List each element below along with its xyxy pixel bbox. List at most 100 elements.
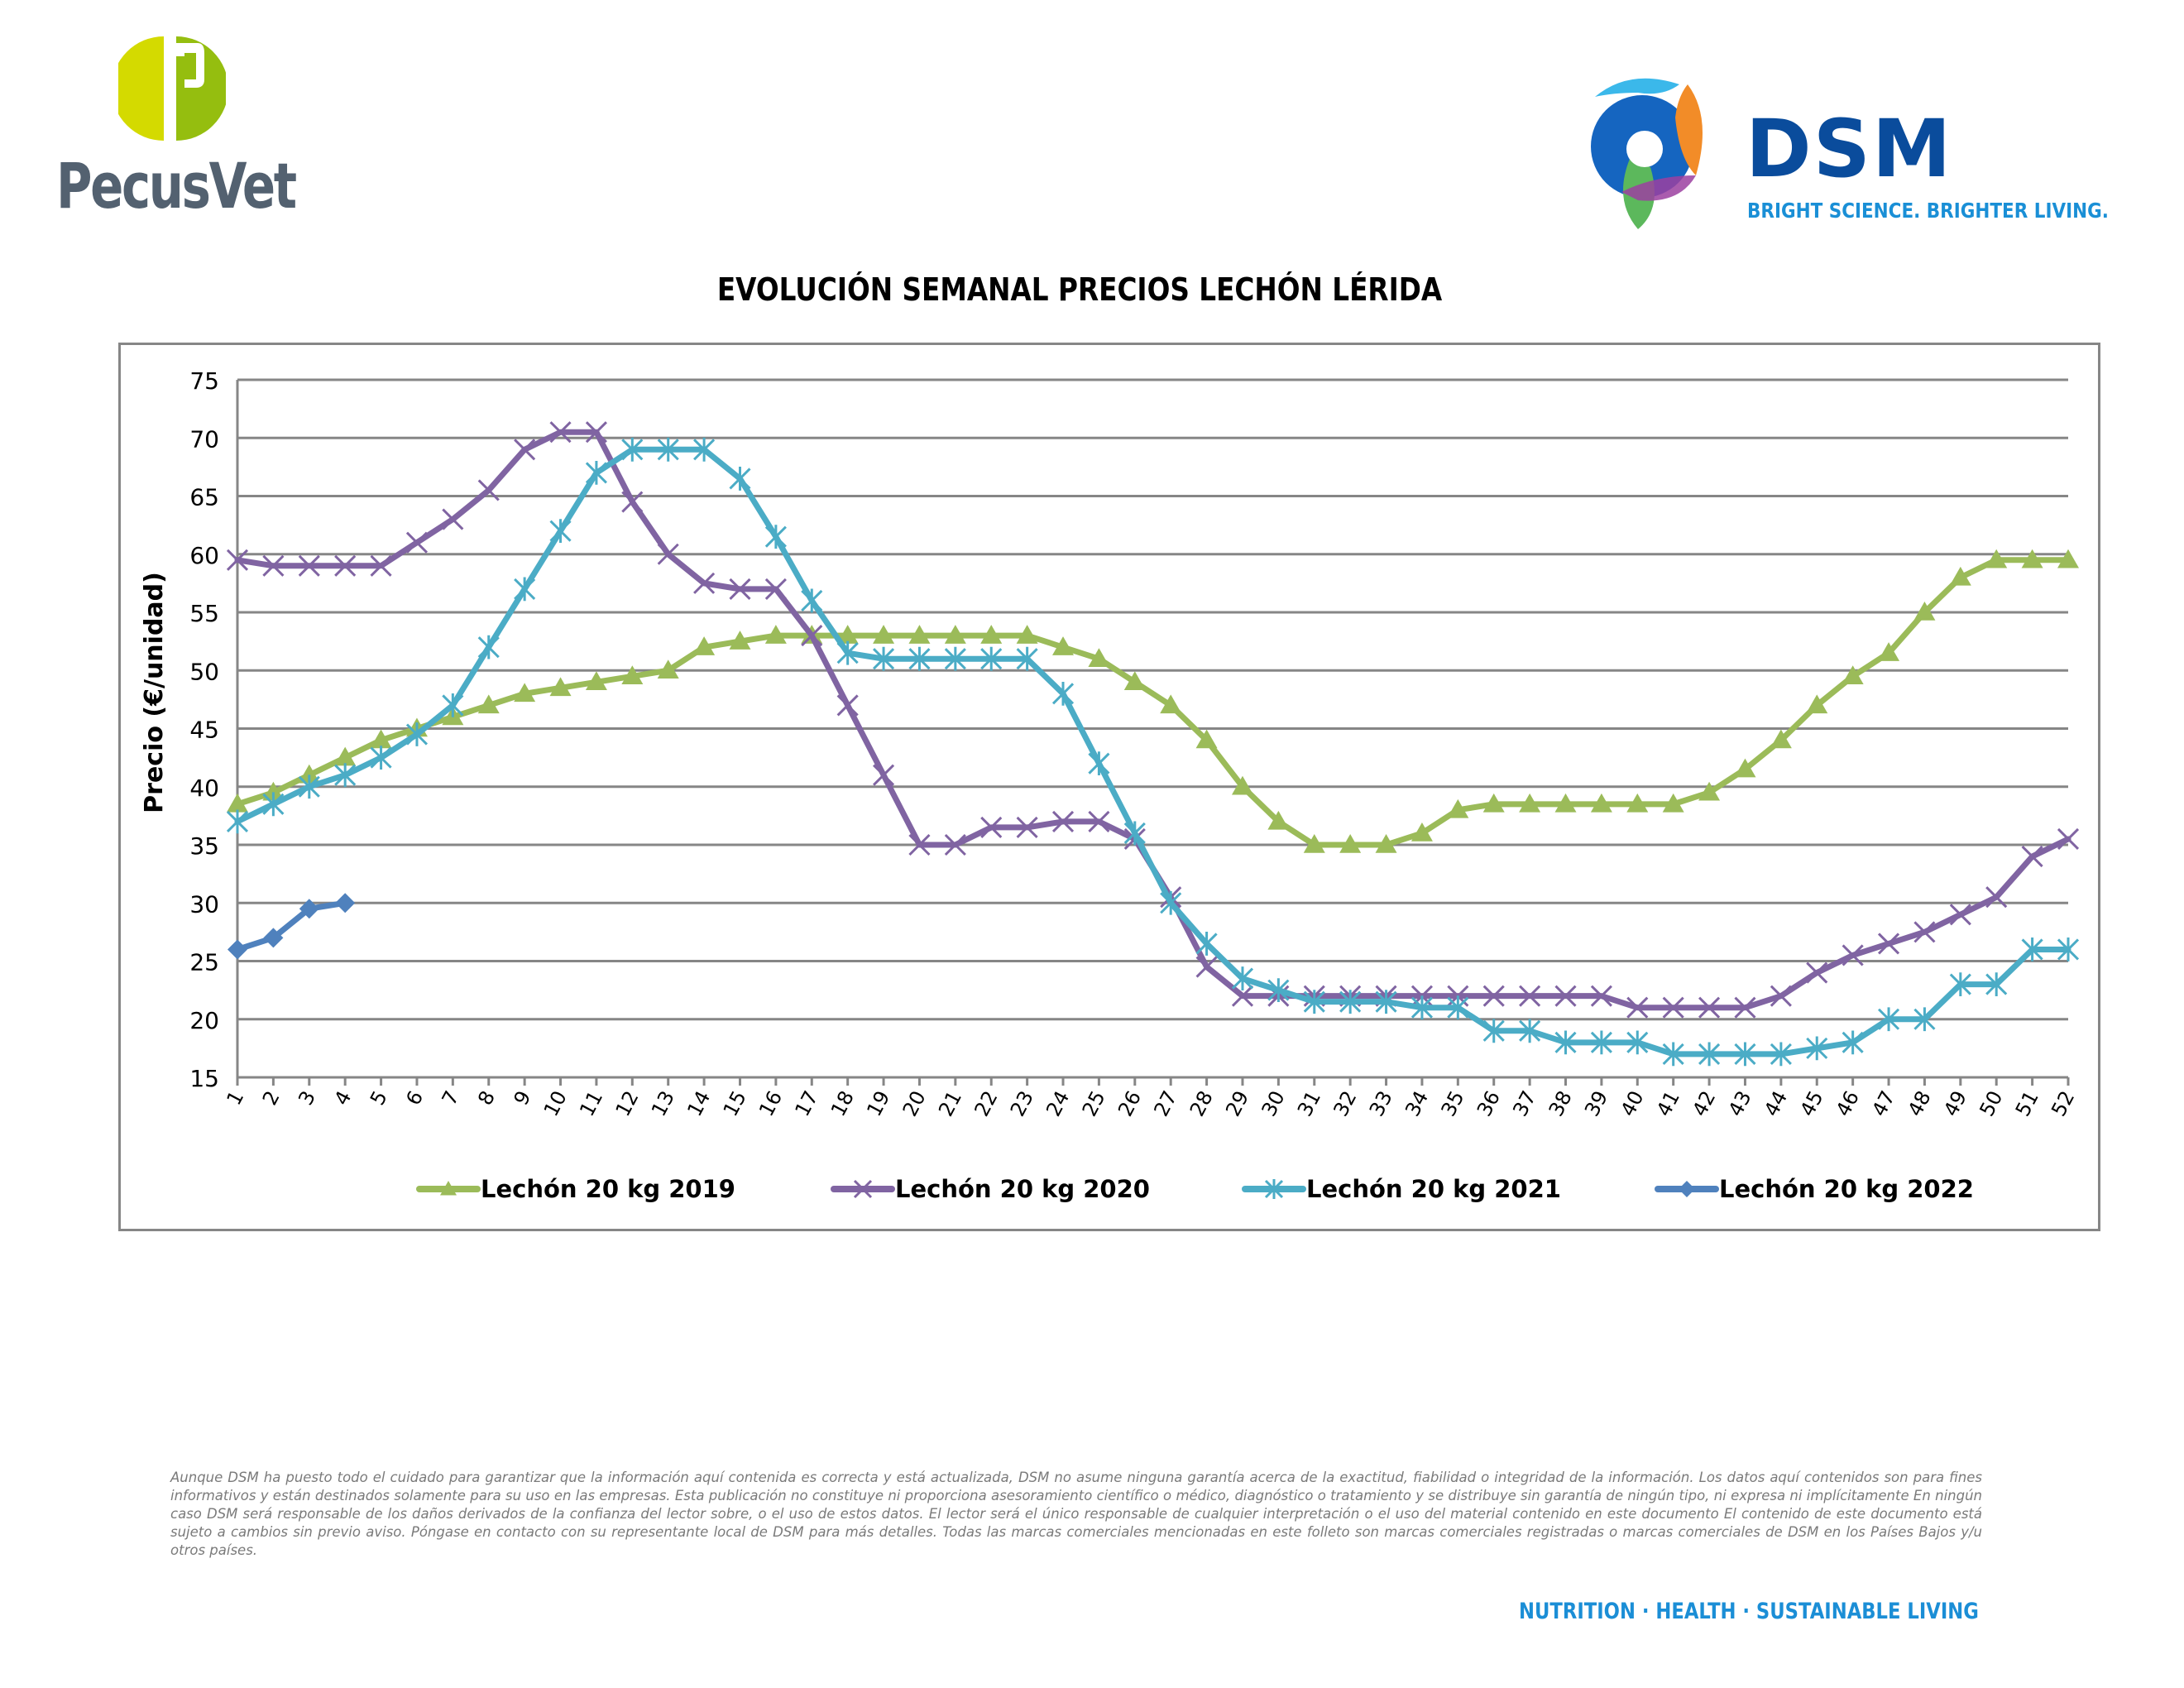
marker-x bbox=[853, 1179, 873, 1199]
marker-triangle bbox=[1123, 671, 1146, 691]
x-tick-label: 19 bbox=[862, 1087, 894, 1120]
marker-star bbox=[1123, 821, 1146, 846]
marker-star bbox=[1482, 1019, 1505, 1043]
marker-star bbox=[1160, 890, 1182, 915]
marker-star bbox=[1734, 1042, 1756, 1067]
pecusvet-wordmark: PecusVet bbox=[56, 149, 297, 223]
legend-label: Lechón 20 kg 2022 bbox=[1719, 1175, 1974, 1203]
marker-triangle bbox=[1375, 834, 1397, 853]
marker-star bbox=[514, 577, 536, 602]
marker-star bbox=[1410, 995, 1434, 1020]
series-line bbox=[234, 446, 2071, 1057]
dsm-wordmark: DSM bbox=[1746, 103, 1953, 195]
marker-triangle bbox=[1878, 642, 1900, 661]
marker-diamond bbox=[1679, 1181, 1695, 1197]
marker-triangle bbox=[1447, 798, 1469, 818]
footer-tagline: NUTRITION · HEALTH · SUSTAINABLE LIVING bbox=[1519, 1599, 1979, 1624]
marker-star bbox=[872, 646, 895, 671]
marker-x bbox=[370, 554, 392, 577]
marker-x bbox=[836, 694, 859, 717]
marker-x bbox=[657, 543, 679, 565]
marker-x bbox=[1231, 985, 1254, 1007]
marker-triangle bbox=[1052, 636, 1075, 655]
marker-star bbox=[1231, 966, 1254, 990]
y-tick-label: 75 bbox=[189, 367, 219, 395]
marker-x bbox=[1734, 996, 1756, 1019]
marker-star bbox=[262, 792, 285, 817]
marker-star bbox=[2021, 938, 2043, 961]
marker-triangle bbox=[370, 729, 392, 749]
marker-star bbox=[1267, 978, 1290, 1003]
marker-star bbox=[334, 763, 357, 788]
x-tick-label: 39 bbox=[1580, 1087, 1612, 1120]
x-tick-label: 46 bbox=[1832, 1087, 1864, 1120]
marker-star bbox=[1088, 751, 1110, 776]
y-tick-label: 65 bbox=[189, 484, 219, 511]
marker-x bbox=[1949, 904, 1971, 926]
marker-x bbox=[405, 531, 429, 554]
marker-triangle bbox=[1734, 758, 1756, 778]
x-tick-label: 49 bbox=[1939, 1087, 1971, 1120]
marker-x bbox=[585, 421, 607, 444]
x-tick-label: 18 bbox=[826, 1087, 859, 1120]
marker-star bbox=[2057, 938, 2080, 961]
y-tick-label: 30 bbox=[189, 890, 219, 918]
dsm-swirl-icon bbox=[1591, 78, 1703, 229]
marker-x bbox=[1662, 996, 1684, 1019]
marker-triangle bbox=[1231, 775, 1253, 795]
y-tick-label: 40 bbox=[189, 774, 219, 802]
marker-triangle bbox=[2057, 549, 2079, 568]
marker-star bbox=[1590, 1030, 1612, 1055]
y-tick-label: 15 bbox=[189, 1065, 219, 1092]
marker-star bbox=[1842, 1030, 1864, 1055]
marker-star bbox=[1016, 646, 1038, 671]
marker-star bbox=[1447, 995, 1469, 1020]
x-tick-label: 9 bbox=[510, 1087, 536, 1110]
marker-triangle bbox=[2021, 549, 2043, 568]
marker-diamond bbox=[335, 893, 356, 914]
pecusvet-logo: PecusVet bbox=[56, 35, 297, 223]
marker-star bbox=[370, 746, 392, 770]
marker-x bbox=[729, 578, 751, 600]
marker-star bbox=[477, 635, 500, 659]
marker-triangle bbox=[1519, 793, 1541, 813]
marker-x bbox=[2021, 845, 2043, 868]
x-tick-label: 38 bbox=[1545, 1087, 1577, 1120]
legend-label: Lechón 20 kg 2019 bbox=[481, 1175, 735, 1203]
marker-triangle bbox=[621, 665, 644, 685]
series-lechón-20-kg-2019 bbox=[227, 549, 2079, 853]
marker-x bbox=[1519, 985, 1541, 1007]
marker-x bbox=[1051, 810, 1075, 832]
marker-triangle bbox=[227, 793, 248, 813]
x-tick-label: 32 bbox=[1329, 1087, 1361, 1120]
marker-star bbox=[801, 588, 823, 613]
marker-triangle bbox=[585, 671, 607, 691]
marker-x bbox=[262, 554, 285, 577]
dsm-tagline: BRIGHT SCIENCE. BRIGHTER LIVING. bbox=[1747, 199, 2109, 223]
marker-triangle bbox=[1913, 602, 1936, 621]
x-tick-label: 31 bbox=[1293, 1087, 1325, 1120]
marker-triangle bbox=[908, 625, 931, 644]
legend: Lechón 20 kg 2019 Lechón 20 kg 2020 Lechón… bbox=[416, 1175, 1974, 1203]
marker-star bbox=[1626, 1030, 1649, 1055]
marker-triangle bbox=[334, 746, 357, 766]
marker-triangle bbox=[298, 764, 320, 784]
series-line bbox=[234, 899, 348, 952]
x-tick-label: 4 bbox=[330, 1087, 357, 1110]
marker-star bbox=[764, 525, 787, 549]
marker-triangle bbox=[1160, 694, 1182, 714]
marker-x bbox=[1590, 985, 1612, 1007]
x-tick-label: 48 bbox=[1904, 1087, 1936, 1120]
x-tick-label: 35 bbox=[1437, 1087, 1469, 1120]
x-tick-label: 47 bbox=[1867, 1087, 1899, 1120]
marker-triangle bbox=[729, 631, 751, 650]
x-tick-label: 28 bbox=[1185, 1087, 1218, 1120]
y-tick-label: 35 bbox=[189, 832, 219, 860]
x-tick-label: 50 bbox=[1975, 1087, 2007, 1120]
x-tick-label: 41 bbox=[1652, 1087, 1684, 1120]
marker-x bbox=[1842, 944, 1864, 966]
x-tick-label: 3 bbox=[294, 1087, 320, 1110]
marker-star bbox=[549, 519, 572, 544]
marker-star bbox=[1264, 1179, 1284, 1199]
